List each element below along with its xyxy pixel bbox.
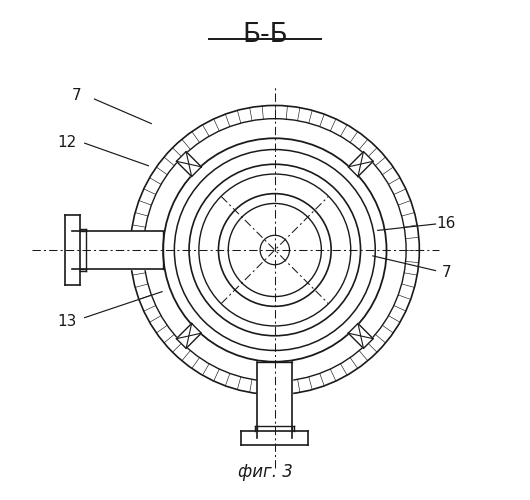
Text: фиг. 3: фиг. 3 bbox=[237, 464, 293, 481]
Polygon shape bbox=[176, 152, 201, 176]
Polygon shape bbox=[348, 152, 373, 176]
Text: 7: 7 bbox=[441, 264, 451, 280]
Text: 16: 16 bbox=[437, 216, 456, 230]
Text: 12: 12 bbox=[57, 134, 76, 150]
Text: Б-Б: Б-Б bbox=[242, 22, 288, 48]
Text: 7: 7 bbox=[72, 88, 81, 103]
Polygon shape bbox=[176, 324, 201, 348]
Text: 13: 13 bbox=[57, 314, 76, 328]
Polygon shape bbox=[348, 324, 373, 348]
